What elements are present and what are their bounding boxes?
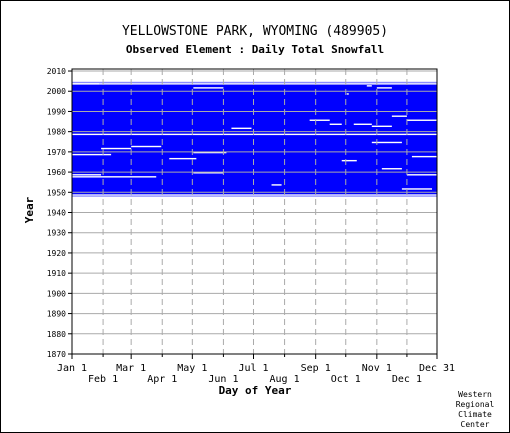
y-tick-label: 1870: [47, 350, 66, 359]
missing-data-gap: [72, 83, 100, 85]
missing-data-gap: [131, 133, 437, 136]
wrcc-credit: Western Regional Climate Center: [448, 390, 502, 430]
missing-data-gap: [193, 87, 224, 89]
missing-data-gap: [309, 119, 330, 121]
missing-data-gap: [366, 85, 372, 87]
y-tick-label: 2010: [47, 67, 66, 76]
y-tick-label: 1890: [47, 310, 66, 319]
y-tick-label: 1970: [47, 148, 66, 157]
missing-data-gap: [341, 159, 357, 162]
y-tick-label: 1950: [47, 188, 66, 197]
missing-data-gap: [391, 115, 407, 117]
missing-data-gap: [401, 188, 432, 190]
x-tick-label: May 1: [177, 363, 207, 374]
x-tick-label: Oct 1: [331, 374, 361, 385]
missing-data-gap: [72, 153, 112, 156]
credit-line: Regional: [455, 400, 495, 409]
x-tick-label: Jun 1: [208, 374, 238, 385]
chart-title: YELLOWSTONE PARK, WYOMING (489905): [121, 24, 389, 39]
x-tick-label: Mar 1: [116, 363, 146, 374]
missing-data-gap: [131, 145, 162, 148]
missing-data-gap: [72, 81, 437, 83]
credit-line: Center: [460, 420, 490, 429]
y-tick-label: 1940: [47, 209, 66, 218]
y-axis-label: Year: [23, 196, 36, 223]
data-layer: [72, 69, 437, 354]
missing-data-gap: [72, 174, 102, 176]
missing-data-gap: [346, 93, 349, 95]
plot-border: [71, 68, 438, 355]
missing-data-gap: [72, 194, 132, 196]
x-tick-label: Aug 1: [270, 374, 300, 385]
x-tick-label: Dec 1: [392, 374, 422, 385]
credit-line: Climate: [458, 410, 492, 419]
missing-data-gap: [72, 83, 437, 85]
missing-data-gap: [376, 87, 392, 89]
missing-data-gap: [329, 123, 342, 125]
y-tick-label: 1920: [47, 249, 66, 258]
missing-data-gap: [271, 184, 282, 186]
grid-layer: [72, 69, 437, 355]
x-tick-label: Jan 1: [57, 363, 87, 374]
missing-data-gap: [131, 194, 437, 196]
missing-data-gap: [72, 176, 157, 178]
x-tick-label: Apr 1: [147, 374, 177, 385]
y-tick-label: 1910: [47, 269, 66, 278]
y-tick-label: 2000: [47, 87, 66, 96]
y-tick-label: 1900: [47, 289, 66, 298]
missing-data-gap: [406, 174, 437, 176]
missing-data-gap: [72, 133, 132, 136]
x-tick-label: Dec 31: [419, 363, 455, 374]
axis-layer: 2010 2000 1990 1980 1970 1960 1950 1940 1930 1920…: [47, 67, 455, 385]
credit-line: Western: [458, 390, 492, 399]
y-tick-label: 1960: [47, 168, 66, 177]
missing-data-gap: [131, 83, 133, 85]
missing-data-gap: [193, 151, 227, 154]
x-tick-label: Sep 1: [301, 363, 331, 374]
missing-data-gap: [371, 141, 402, 144]
x-axis-label: Day of Year: [219, 384, 292, 397]
missing-data-gap: [101, 147, 132, 150]
missing-data-gap: [411, 155, 437, 158]
chart-subtitle: Observed Element : Daily Total Snowfall: [125, 43, 385, 56]
observed-record-block: [72, 81, 437, 197]
y-tick-label: 1930: [47, 229, 66, 238]
missing-data-gap: [406, 119, 437, 121]
x-tick-label: Jul 1: [238, 363, 268, 374]
missing-data-gap: [231, 127, 252, 130]
missing-data-gap: [169, 157, 197, 160]
y-tick-label: 1880: [47, 330, 66, 339]
missing-data-gap: [371, 125, 392, 128]
y-tick-label: 1980: [47, 128, 66, 137]
missing-data-gap: [193, 172, 224, 174]
missing-data-gap: [353, 123, 372, 125]
x-tick-label: Nov 1: [362, 363, 392, 374]
y-tick-label: 1990: [47, 107, 66, 116]
missing-data-gap: [381, 168, 402, 170]
x-tick-label: Feb 1: [88, 374, 118, 385]
